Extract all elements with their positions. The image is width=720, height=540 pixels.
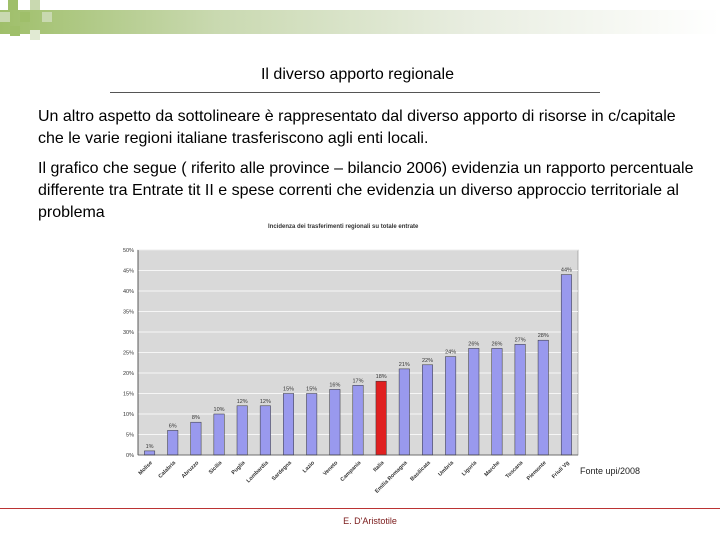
bar [514, 344, 526, 456]
title-divider [110, 92, 600, 93]
bar [422, 364, 433, 456]
y-tick-label: 40% [123, 289, 134, 295]
square-2 [30, 0, 40, 10]
x-tick-label: Calabria [158, 460, 178, 480]
x-tick-label: Molise [138, 460, 154, 476]
square-6 [10, 26, 20, 36]
x-tick-label: Liguria [461, 460, 479, 478]
bar [213, 413, 225, 456]
y-tick-label: 10% [123, 412, 134, 418]
paragraph-1: Un altro aspetto da sottolineare è rappr… [38, 108, 676, 147]
x-tick-label: Italia [372, 460, 386, 474]
data-label: 26% [491, 341, 502, 347]
x-tick-label: Basilicata [409, 460, 432, 483]
data-label: 1% [146, 444, 154, 450]
x-tick-label: Puglia [231, 460, 248, 477]
bar [352, 385, 364, 456]
paragraph-2: Il grafico che segue ( riferito alle pro… [38, 160, 694, 221]
footer-divider [0, 508, 720, 509]
bar [144, 450, 156, 456]
data-label: 18% [376, 374, 387, 380]
bar [491, 348, 503, 456]
decorative-squares [0, 0, 60, 50]
x-tick-label: Campania [340, 460, 363, 483]
x-tick-label: Toscana [505, 460, 525, 480]
bar [560, 274, 572, 456]
data-label: 10% [214, 407, 225, 413]
bar [537, 339, 549, 456]
bar [306, 393, 318, 456]
x-tick-label: Sardegna [271, 460, 294, 483]
bar [445, 356, 457, 456]
data-label: 44% [561, 268, 572, 274]
bar [329, 389, 341, 456]
source-note: Fonte upi/2008 [580, 466, 641, 476]
data-label: 27% [515, 337, 526, 343]
data-label: 6% [169, 423, 177, 429]
data-label: 28% [538, 333, 549, 339]
x-tick-label: Sicilia [208, 460, 224, 476]
y-tick-label: 50% [123, 248, 134, 254]
bar [236, 405, 248, 456]
square-7 [30, 30, 40, 40]
author-name: E. D'Aristotile [343, 516, 397, 526]
data-label: 16% [329, 382, 340, 388]
y-tick-label: 0% [126, 453, 134, 459]
data-label: 24% [445, 350, 456, 356]
header-band [0, 10, 720, 34]
y-tick-label: 5% [126, 433, 134, 439]
data-label: 12% [237, 399, 248, 405]
x-tick-label: Veneto [322, 460, 339, 477]
square-3 [0, 12, 10, 22]
data-label: 12% [260, 399, 271, 405]
data-label: 17% [352, 378, 363, 384]
bar-chart: 0% 5% 10% 15% 20% 25% 30% 35% 40% 45% 50% 1% Molise 6… [123, 248, 579, 495]
bar [167, 430, 179, 456]
chart-title: Incidenza dei trasferimenti regionali su… [268, 224, 419, 230]
bar [283, 393, 294, 456]
data-label: 15% [283, 387, 294, 393]
bar [468, 348, 480, 456]
bar [259, 405, 271, 456]
y-tick-label: 15% [123, 392, 134, 398]
square-4 [20, 12, 30, 22]
y-tick-label: 35% [123, 310, 134, 316]
bar [190, 421, 202, 456]
y-tick-label: 30% [123, 330, 134, 336]
x-tick-label: Piemonte [526, 460, 548, 482]
data-label: 22% [422, 358, 433, 364]
square-5 [42, 12, 52, 22]
data-label: 21% [399, 362, 410, 368]
data-label: 15% [306, 387, 317, 393]
y-tick-label: 25% [123, 351, 134, 357]
y-tick-label: 45% [123, 269, 134, 275]
data-label: 26% [468, 341, 479, 347]
bar [375, 380, 387, 456]
y-tick-label: 20% [123, 371, 134, 377]
data-label: 8% [192, 415, 200, 421]
x-tick-label: Abruzzo [181, 460, 201, 480]
x-tick-label: Umbria [437, 460, 455, 478]
x-tick-label: Lazio [302, 460, 317, 475]
x-tick-label: Marche [483, 460, 501, 478]
square-1 [8, 0, 18, 10]
bar [398, 368, 410, 456]
x-tick-label: Lombardia [246, 460, 271, 485]
slide-title: Il diverso apporto regionale [260, 66, 454, 83]
x-tick-label: Friuli Vg [551, 460, 571, 480]
